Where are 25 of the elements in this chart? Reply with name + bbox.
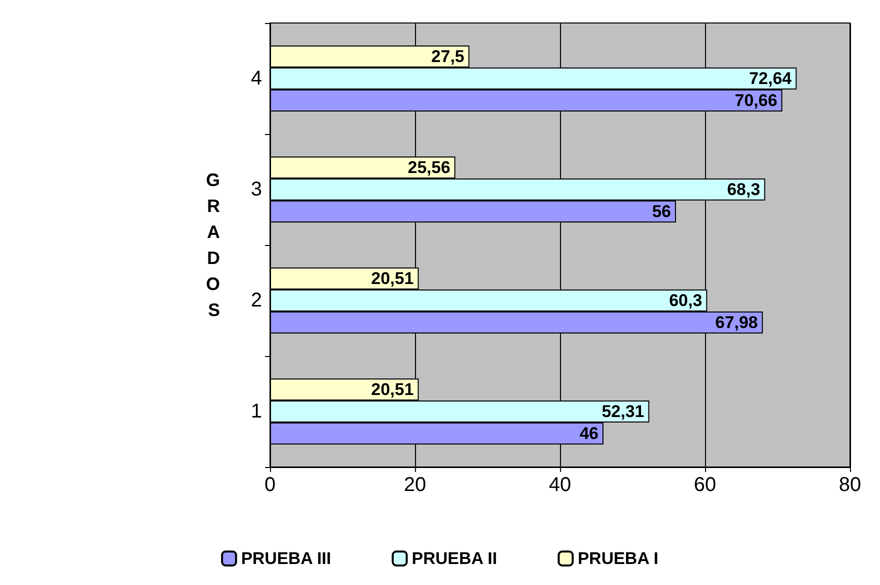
y-tick-label: 4: [250, 68, 262, 90]
y-tick-label: 1: [250, 400, 262, 422]
data-label: 56: [652, 202, 671, 221]
data-label: 70,66: [734, 91, 778, 110]
legend-label: PRUEBA III: [241, 549, 332, 568]
data-label: 67,98: [715, 313, 758, 332]
data-label: 20,51: [371, 380, 414, 399]
legend-label: PRUEBA I: [578, 549, 658, 568]
x-tick-label: 0: [264, 474, 276, 496]
y-axis-title: GRADOS: [206, 170, 220, 320]
x-tick-label: 60: [694, 474, 716, 496]
y-tick-label: 2: [250, 290, 262, 312]
x-tick-label: 80: [838, 474, 862, 496]
data-label: 72,64: [749, 69, 792, 88]
data-label: 25,56: [408, 158, 450, 177]
x-tick-label: 20: [404, 474, 426, 496]
x-tick-label: 40: [548, 474, 572, 496]
data-label: 68,3: [727, 180, 760, 199]
y-tick-label: 3: [250, 178, 262, 200]
data-label: 46: [580, 424, 598, 443]
data-label: 52,31: [602, 402, 644, 421]
data-label: 60,3: [669, 291, 702, 310]
data-label: 27,5: [431, 47, 464, 66]
legend-label: PRUEBA II: [412, 549, 498, 568]
data-label: 20,51: [371, 269, 414, 288]
